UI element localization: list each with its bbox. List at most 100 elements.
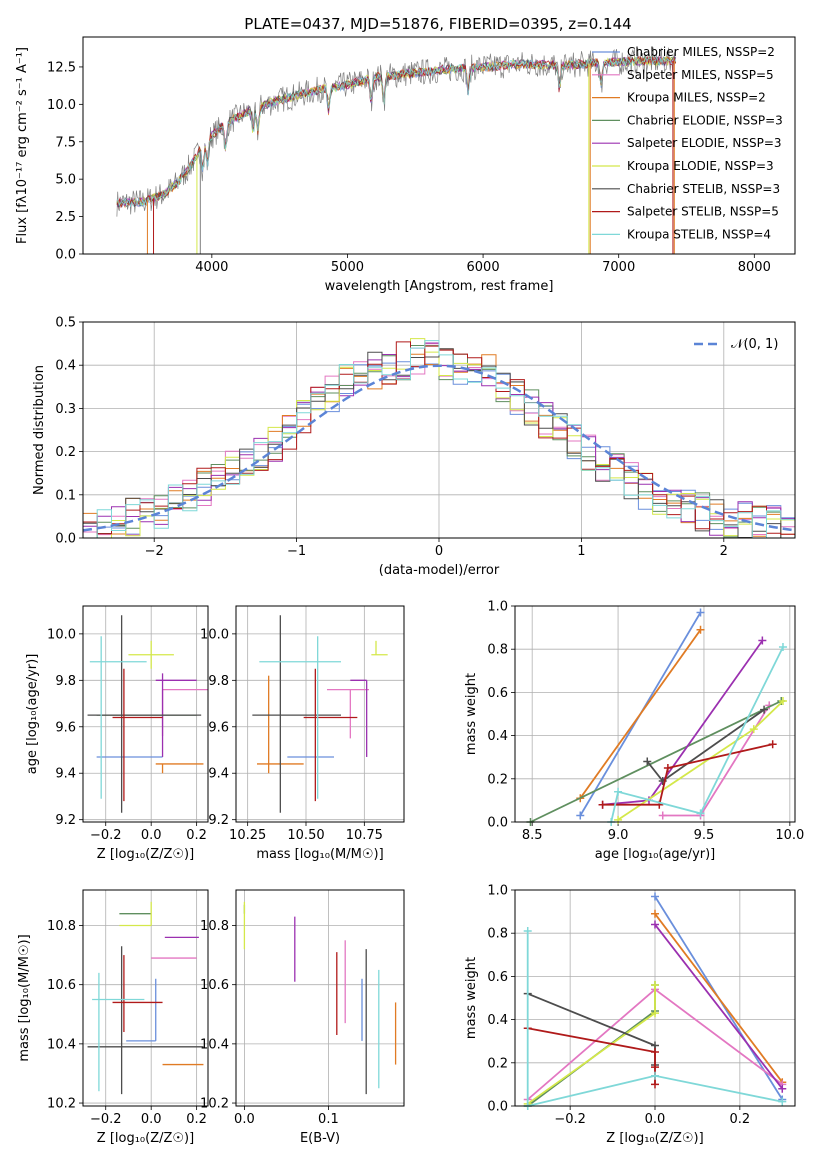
weight-marker xyxy=(696,809,705,818)
weight_vs_age-frame xyxy=(514,605,796,823)
weight-marker xyxy=(758,636,767,645)
y-axis-label: mass weight xyxy=(464,957,479,1039)
y-tick-label: 5.0 xyxy=(55,173,76,188)
legend-label: Chabrier ELODIE, NSSP=3 xyxy=(627,113,783,127)
weight-marker xyxy=(658,811,667,820)
x-axis-label: age [log₁₀(age/yr)] xyxy=(595,847,716,862)
x-tick-label: 5000 xyxy=(331,260,364,275)
legend-label: Chabrier STELIB, NSSP=3 xyxy=(627,182,780,196)
x-tick-label: 0.2 xyxy=(730,1112,751,1127)
y-tick-label: 0.1 xyxy=(55,488,76,503)
y-tick-label: 10.6 xyxy=(200,978,229,993)
mass_vs_ebv-errorbars xyxy=(243,901,397,1095)
weight_vs_Z-lines xyxy=(523,892,787,1110)
mass_vs_ebv-frame xyxy=(235,889,405,1107)
y-tick-label: 0.6 xyxy=(487,970,508,985)
y-tick-label: 0.2 xyxy=(487,772,508,787)
weight_vs_Z-frame xyxy=(514,889,796,1107)
y-tick-label: 10.6 xyxy=(47,978,76,993)
age_vs_mass-frame xyxy=(235,605,405,823)
y-tick-label: 10.0 xyxy=(47,98,76,113)
x-tick-label: 10.0 xyxy=(775,828,804,843)
y-tick-label: 0.0 xyxy=(55,248,76,263)
spectrum-legend: Chabrier MILES, NSSP=2 Salpeter MILES, NS… xyxy=(592,45,783,241)
weight-marker xyxy=(651,1063,659,1072)
weight-marker xyxy=(663,764,672,772)
y-axis-label: mass [log₁₀(M/M☉)] xyxy=(17,934,32,1061)
y-tick-label: 0.0 xyxy=(487,1100,508,1115)
histogram-legend: 𝒩(0, 1) xyxy=(694,337,778,352)
y-tick-label: 1.0 xyxy=(487,600,508,615)
y-tick-label: 9.6 xyxy=(208,720,229,735)
histogram-step-line xyxy=(83,338,795,538)
y-tick-label: 10.2 xyxy=(200,1097,229,1112)
x-tick-label: −0.2 xyxy=(90,1112,122,1127)
x-tick-label: −2 xyxy=(145,544,164,559)
y-axis-label: Normed distribution xyxy=(32,365,47,495)
weight-line xyxy=(610,646,784,823)
y-tick-label: 0.6 xyxy=(487,686,508,701)
y-axis-label: Flux [fλ10⁻¹⁷ erg cm⁻² s⁻¹ A⁻¹] xyxy=(15,47,30,244)
x-tick-label: 8.5 xyxy=(522,828,543,843)
x-tick-label: 9.0 xyxy=(608,828,629,843)
y-tick-label: 0.8 xyxy=(487,927,508,942)
age_vs_mass-errorbars xyxy=(252,615,388,813)
normal-reference-curve xyxy=(83,364,795,532)
y-tick-label: 9.2 xyxy=(55,813,76,828)
y-tick-label: 9.4 xyxy=(208,767,229,782)
x-tick-label: 0 xyxy=(435,544,443,559)
spectrum-axes: 4000 5000 6000 7000 8000 0.0 2.5 5.0 7.5 10.0 12.5… xyxy=(15,47,771,294)
x-tick-label: −0.2 xyxy=(554,1112,586,1127)
y-tick-label: 0.8 xyxy=(487,643,508,658)
weight_vs_age-lines xyxy=(526,608,787,826)
residuals-axes: −2 −1 0 1 2 0.0 0.1 0.2 0.3 0.4 0.5 (data-model)/er… xyxy=(32,316,795,578)
y-axis-label: age [log₁₀(age/yr)] xyxy=(25,654,40,775)
weight-marker xyxy=(651,909,659,918)
x-tick-label: 0.2 xyxy=(186,1112,207,1127)
x-tick-label: 0.0 xyxy=(141,1112,162,1127)
x-tick-label: −1 xyxy=(287,544,306,559)
weight-marker xyxy=(651,920,659,929)
weight-marker xyxy=(778,697,787,706)
age_vs_Z-axes: −0.2 0.0 0.2 9.2 9.4 9.6 9.8 10.0 Z [log₁₀(Z/Z☉)… xyxy=(25,606,208,862)
y-tick-label: 7.5 xyxy=(55,135,76,150)
model-spectrum-line xyxy=(116,55,677,207)
y-tick-label: 0.4 xyxy=(487,729,508,744)
y-tick-label: 10.2 xyxy=(47,1097,76,1112)
x-axis-label: wavelength [Angstrom, rest frame] xyxy=(325,279,554,294)
age_vs_Z-errorbars xyxy=(87,615,208,813)
y-tick-label: 10.0 xyxy=(200,627,229,642)
weight-marker xyxy=(651,1071,659,1080)
x-tick-label: 10.75 xyxy=(346,828,383,843)
y-tick-label: 2.5 xyxy=(55,210,76,225)
y-tick-label: 9.8 xyxy=(208,674,229,689)
weight-line xyxy=(579,629,702,799)
y-tick-label: 10.8 xyxy=(47,919,76,934)
spectrum-lines xyxy=(116,47,677,254)
weight-marker xyxy=(643,757,652,766)
legend-label: Salpeter STELIB, NSSP=5 xyxy=(627,205,779,219)
weight-marker xyxy=(651,1080,659,1089)
y-tick-label: 0.3 xyxy=(55,402,76,417)
x-tick-label: 2 xyxy=(720,544,728,559)
y-tick-label: 9.2 xyxy=(208,813,229,828)
y-tick-label: 0.4 xyxy=(487,1013,508,1028)
y-tick-label: 9.4 xyxy=(55,767,76,782)
legend-label: Kroupa MILES, NSSP=2 xyxy=(627,91,766,105)
legend-label: Chabrier MILES, NSSP=2 xyxy=(627,45,775,59)
weight-marker xyxy=(778,1084,787,1093)
weight-marker xyxy=(760,705,769,714)
x-axis-label: (data-model)/error xyxy=(379,563,500,578)
weight-line xyxy=(654,913,784,1083)
x-tick-label: −0.2 xyxy=(90,828,122,843)
x-tick-label: 0.0 xyxy=(234,1112,255,1127)
weight-line xyxy=(526,931,783,1108)
weight-marker xyxy=(576,811,585,820)
weight-line xyxy=(530,700,782,823)
x-axis-label: Z [log₁₀(Z/Z☉)] xyxy=(97,847,194,862)
x-axis-label: Z [log₁₀(Z/Z☉)] xyxy=(606,1131,703,1146)
spectrum-frame xyxy=(82,36,796,255)
weight-marker xyxy=(651,981,659,990)
weight-line xyxy=(654,924,784,1090)
